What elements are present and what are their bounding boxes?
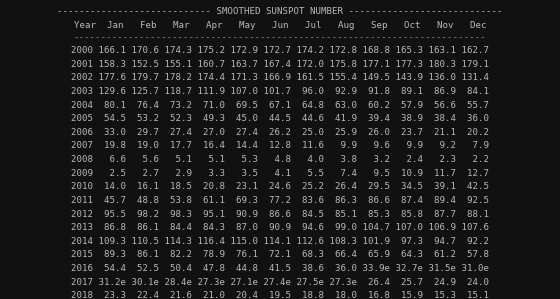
Text: Year  Jan   Feb   Mar   Apr   May   Jun   Jul   Aug   Sep   Oct   Nov   Dec: Year Jan Feb Mar Apr May Jun Jul Aug Sep… xyxy=(74,21,486,30)
Text: 2006  33.0  29.7  27.4  27.0  27.4  26.2  25.0  25.9  26.0  23.7  21.1  20.2: 2006 33.0 29.7 27.4 27.0 27.4 26.2 25.0 … xyxy=(71,128,489,137)
Text: 2016  54.4  52.5  50.4  47.8  44.8  41.5  38.6  36.0 33.9e 32.7e 31.5e 31.0e: 2016 54.4 52.5 50.4 47.8 44.8 41.5 38.6 … xyxy=(71,264,489,273)
Text: 2002 177.6 179.7 178.2 174.4 171.3 166.9 161.5 155.4 149.5 143.9 136.0 131.4: 2002 177.6 179.7 178.2 174.4 171.3 166.9… xyxy=(71,74,489,83)
Text: 2001 158.3 152.5 155.1 160.7 163.7 167.4 172.0 175.8 177.1 177.3 180.3 179.1: 2001 158.3 152.5 155.1 160.7 163.7 167.4… xyxy=(71,60,489,69)
Text: 2009   2.5   2.7   2.9   3.3   3.5   4.1   5.5   7.4   9.5  10.9  11.7  12.7: 2009 2.5 2.7 2.9 3.3 3.5 4.1 5.5 7.4 9.5… xyxy=(71,169,489,178)
Text: 2015  89.3  86.1  82.2  78.9  76.1  72.1  68.3  66.4  65.9  64.3  61.2  57.8: 2015 89.3 86.1 82.2 78.9 76.1 72.1 68.3 … xyxy=(71,250,489,259)
Text: 2007  19.8  19.0  17.7  16.4  14.4  12.8  11.6   9.9   9.6   9.9   9.2   7.9: 2007 19.8 19.0 17.7 16.4 14.4 12.8 11.6 … xyxy=(71,141,489,150)
Text: ---------------------------- SMOOTHED SUNSPOT NUMBER ---------------------------: ---------------------------- SMOOTHED SU… xyxy=(57,7,503,16)
Text: 2017 31.2e 30.1e 28.4e 27.3e 27.1e 27.4e 27.5e 27.3e  26.4  25.7  24.9  24.0: 2017 31.2e 30.1e 28.4e 27.3e 27.1e 27.4e… xyxy=(71,277,489,286)
Text: 2010  14.0  16.1  18.5  20.8  23.1  24.6  25.2  26.4  29.5  34.5  39.1  42.5: 2010 14.0 16.1 18.5 20.8 23.1 24.6 25.2 … xyxy=(71,182,489,191)
Text: 2012  95.5  98.2  98.3  95.1  90.9  86.6  84.5  85.1  85.3  85.8  87.7  88.1: 2012 95.5 98.2 98.3 95.1 90.9 86.6 84.5 … xyxy=(71,210,489,219)
Text: 2003 129.6 125.7 118.7 111.9 107.0 101.7  96.0  92.9  91.8  89.1  86.9  84.1: 2003 129.6 125.7 118.7 111.9 107.0 101.7… xyxy=(71,87,489,96)
Text: 2014 109.3 110.5 114.3 116.4 115.0 114.1 112.6 108.3 101.9  97.3  94.7  92.2: 2014 109.3 110.5 114.3 116.4 115.0 114.1… xyxy=(71,237,489,246)
Text: 2004  80.1  76.4  73.2  71.0  69.5  67.1  64.8  63.0  60.2  57.9  56.6  55.7: 2004 80.1 76.4 73.2 71.0 69.5 67.1 64.8 … xyxy=(71,101,489,110)
Text: 2005  54.5  53.2  52.3  49.3  45.0  44.5  44.6  41.9  39.4  38.9  38.4  36.0: 2005 54.5 53.2 52.3 49.3 45.0 44.5 44.6 … xyxy=(71,114,489,123)
Text: ---------------------------------------------------------------------------: ----------------------------------------… xyxy=(74,33,486,42)
Text: 2008   6.6   5.6   5.1   5.1   5.3   4.8   4.0   3.8   3.2   2.4   2.3   2.2: 2008 6.6 5.6 5.1 5.1 5.3 4.8 4.0 3.8 3.2… xyxy=(71,155,489,164)
Text: 2013  86.8  86.1  84.4  84.3  87.0  90.9  94.6  99.0 104.7 107.0 106.9 107.6: 2013 86.8 86.1 84.4 84.3 87.0 90.9 94.6 … xyxy=(71,223,489,232)
Text: 2018  23.3  22.4  21.6  21.0  20.4  19.5  18.8  18.0  16.8  15.9  15.3  15.1: 2018 23.3 22.4 21.6 21.0 20.4 19.5 18.8 … xyxy=(71,291,489,299)
Text: 2000 166.1 170.6 174.3 175.2 172.9 172.7 174.2 172.8 168.8 165.3 163.1 162.7: 2000 166.1 170.6 174.3 175.2 172.9 172.7… xyxy=(71,46,489,55)
Text: 2011  45.7  48.8  53.8  61.1  69.3  77.2  83.6  86.3  86.6  87.4  89.4  92.5: 2011 45.7 48.8 53.8 61.1 69.3 77.2 83.6 … xyxy=(71,196,489,205)
